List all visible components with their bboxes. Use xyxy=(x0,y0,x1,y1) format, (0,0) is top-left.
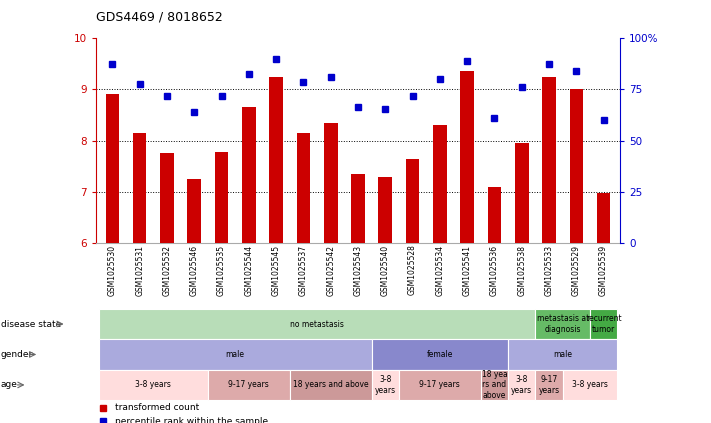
Text: disease state: disease state xyxy=(1,319,61,329)
Text: GDS4469 / 8018652: GDS4469 / 8018652 xyxy=(96,11,223,24)
Bar xyxy=(460,71,474,243)
Bar xyxy=(324,123,338,243)
Text: 18 years and above: 18 years and above xyxy=(293,380,368,390)
Bar xyxy=(242,107,256,243)
Bar xyxy=(406,159,419,243)
Bar xyxy=(597,193,611,243)
Text: female: female xyxy=(427,350,453,359)
Bar xyxy=(433,125,447,243)
Bar xyxy=(570,89,583,243)
Text: 18 yea
rs and
above: 18 yea rs and above xyxy=(481,370,508,400)
Text: percentile rank within the sample: percentile rank within the sample xyxy=(115,417,268,423)
Text: age: age xyxy=(1,380,18,390)
Text: gender: gender xyxy=(1,350,33,359)
Text: male: male xyxy=(225,350,245,359)
Bar xyxy=(215,152,228,243)
Bar xyxy=(133,133,146,243)
Bar xyxy=(269,77,283,243)
Bar xyxy=(160,154,173,243)
Text: 3-8 years: 3-8 years xyxy=(572,380,608,390)
Text: 9-17 years: 9-17 years xyxy=(419,380,460,390)
Bar xyxy=(488,187,501,243)
Text: recurrent
tumor: recurrent tumor xyxy=(586,314,621,334)
Bar xyxy=(515,143,528,243)
Text: male: male xyxy=(553,350,572,359)
Bar xyxy=(188,179,201,243)
Text: 3-8
years: 3-8 years xyxy=(511,375,533,395)
Text: transformed count: transformed count xyxy=(115,403,199,412)
Text: 3-8
years: 3-8 years xyxy=(375,375,396,395)
Text: metastasis at
diagnosis: metastasis at diagnosis xyxy=(537,314,589,334)
Bar xyxy=(542,77,556,243)
Bar xyxy=(105,94,119,243)
Text: 3-8 years: 3-8 years xyxy=(135,380,171,390)
Text: 9-17 years: 9-17 years xyxy=(228,380,269,390)
Bar xyxy=(378,176,392,243)
Text: 9-17
years: 9-17 years xyxy=(538,375,560,395)
Text: no metastasis: no metastasis xyxy=(290,319,344,329)
Bar xyxy=(351,174,365,243)
Bar xyxy=(296,133,310,243)
